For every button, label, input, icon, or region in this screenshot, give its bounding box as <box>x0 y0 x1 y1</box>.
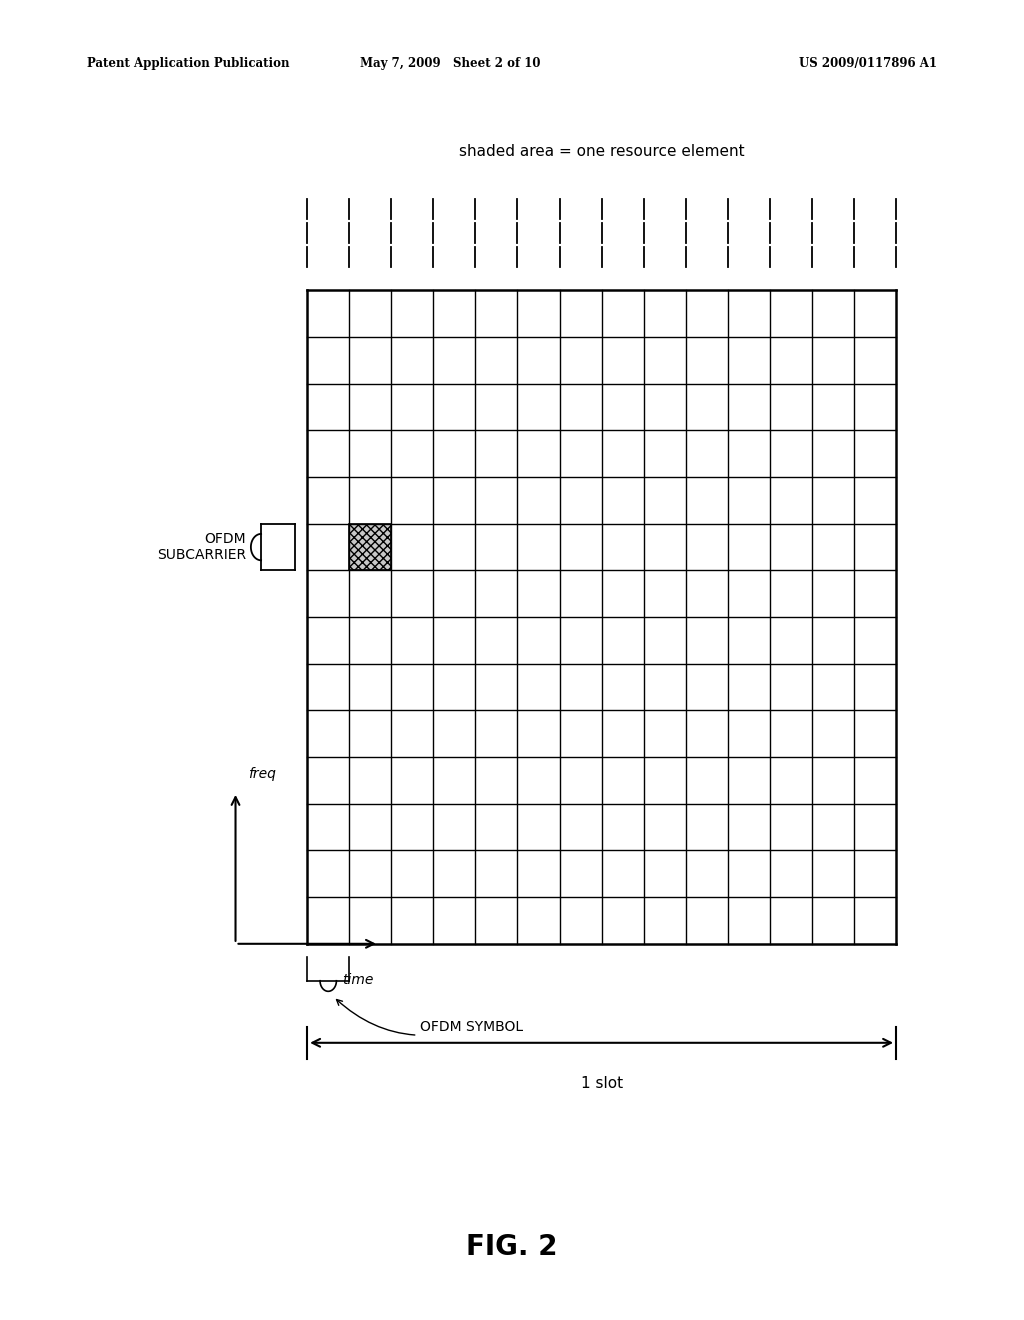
Text: May 7, 2009   Sheet 2 of 10: May 7, 2009 Sheet 2 of 10 <box>360 57 541 70</box>
Bar <box>349 524 391 570</box>
Text: time: time <box>342 973 374 987</box>
Text: US 2009/0117896 A1: US 2009/0117896 A1 <box>799 57 937 70</box>
Text: freq: freq <box>248 767 275 781</box>
Text: Patent Application Publication: Patent Application Publication <box>87 57 290 70</box>
Text: FIG. 2: FIG. 2 <box>466 1233 558 1262</box>
Text: shaded area = one resource element: shaded area = one resource element <box>459 144 744 160</box>
Text: OFDM SYMBOL: OFDM SYMBOL <box>337 999 523 1035</box>
Text: OFDM
SUBCARRIER: OFDM SUBCARRIER <box>157 532 246 562</box>
Text: 1 slot: 1 slot <box>581 1076 623 1090</box>
